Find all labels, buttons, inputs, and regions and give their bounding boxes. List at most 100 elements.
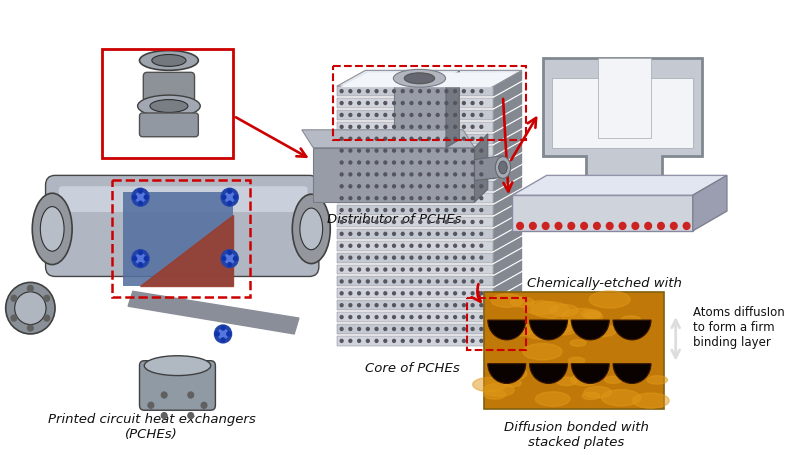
Circle shape <box>357 233 361 236</box>
Circle shape <box>454 221 457 224</box>
Polygon shape <box>494 131 522 156</box>
Circle shape <box>419 126 422 129</box>
FancyBboxPatch shape <box>337 241 494 251</box>
Circle shape <box>427 173 431 177</box>
Circle shape <box>462 233 466 236</box>
Polygon shape <box>494 166 522 192</box>
Circle shape <box>401 138 404 141</box>
Text: Cross-section of
distributor: Cross-section of distributor <box>573 196 679 224</box>
Circle shape <box>445 233 448 236</box>
Circle shape <box>454 316 457 319</box>
Ellipse shape <box>550 305 578 317</box>
Circle shape <box>366 126 369 129</box>
Circle shape <box>419 209 422 212</box>
Circle shape <box>480 114 482 117</box>
Circle shape <box>221 338 225 342</box>
Circle shape <box>436 268 439 272</box>
Circle shape <box>454 185 457 188</box>
Ellipse shape <box>568 358 585 364</box>
Circle shape <box>454 268 457 272</box>
Ellipse shape <box>505 324 535 336</box>
Circle shape <box>401 91 404 93</box>
Circle shape <box>471 197 474 200</box>
Circle shape <box>436 328 439 331</box>
Ellipse shape <box>633 393 669 409</box>
Circle shape <box>427 268 431 272</box>
Circle shape <box>410 102 413 105</box>
Polygon shape <box>140 216 232 287</box>
Circle shape <box>340 173 343 177</box>
Circle shape <box>471 233 474 236</box>
Circle shape <box>201 402 207 408</box>
Circle shape <box>392 114 396 117</box>
Circle shape <box>445 185 448 188</box>
Circle shape <box>340 339 343 343</box>
Circle shape <box>132 250 149 268</box>
Circle shape <box>419 316 422 319</box>
Ellipse shape <box>562 309 603 326</box>
Circle shape <box>683 223 690 230</box>
Circle shape <box>419 114 422 117</box>
Circle shape <box>357 316 361 319</box>
Circle shape <box>445 162 448 165</box>
Circle shape <box>349 126 352 129</box>
Circle shape <box>357 102 361 105</box>
FancyBboxPatch shape <box>484 293 665 410</box>
FancyBboxPatch shape <box>139 114 198 137</box>
Circle shape <box>480 162 482 165</box>
Circle shape <box>427 209 431 212</box>
Circle shape <box>357 339 361 343</box>
Ellipse shape <box>547 322 578 335</box>
Circle shape <box>445 126 448 129</box>
Circle shape <box>445 150 448 153</box>
Circle shape <box>384 304 387 307</box>
Circle shape <box>410 185 413 188</box>
Circle shape <box>221 189 238 207</box>
Circle shape <box>462 339 466 343</box>
Circle shape <box>419 257 422 259</box>
Text: Chemically-etched with
micro-channels: Chemically-etched with micro-channels <box>527 277 682 305</box>
Circle shape <box>375 339 378 343</box>
Circle shape <box>454 173 457 177</box>
Circle shape <box>445 257 448 259</box>
Circle shape <box>454 257 457 259</box>
Circle shape <box>349 328 352 331</box>
Circle shape <box>384 245 387 248</box>
Circle shape <box>401 257 404 259</box>
Polygon shape <box>494 238 522 263</box>
Circle shape <box>357 185 361 188</box>
Circle shape <box>28 286 33 292</box>
Circle shape <box>471 162 474 165</box>
Circle shape <box>427 91 431 93</box>
Ellipse shape <box>138 96 201 118</box>
Circle shape <box>132 189 149 207</box>
Circle shape <box>419 162 422 165</box>
Circle shape <box>480 280 482 283</box>
Circle shape <box>427 233 431 236</box>
Text: Printed circuit heat exchangers
(PCHEs): Printed circuit heat exchangers (PCHEs) <box>48 412 256 440</box>
Circle shape <box>366 114 369 117</box>
Circle shape <box>375 102 378 105</box>
Circle shape <box>384 197 387 200</box>
Circle shape <box>340 102 343 105</box>
Circle shape <box>375 304 378 307</box>
Ellipse shape <box>571 374 599 386</box>
Circle shape <box>436 221 439 224</box>
Circle shape <box>349 221 352 224</box>
Circle shape <box>462 316 466 319</box>
Circle shape <box>349 173 352 177</box>
Circle shape <box>445 221 448 224</box>
Circle shape <box>454 197 457 200</box>
Circle shape <box>401 102 404 105</box>
Polygon shape <box>494 261 522 287</box>
Circle shape <box>233 257 237 261</box>
Circle shape <box>454 102 457 105</box>
Circle shape <box>419 280 422 283</box>
Circle shape <box>392 316 396 319</box>
Circle shape <box>349 304 352 307</box>
Circle shape <box>462 126 466 129</box>
Circle shape <box>349 280 352 283</box>
FancyBboxPatch shape <box>337 301 494 310</box>
Circle shape <box>375 197 378 200</box>
Circle shape <box>436 316 439 319</box>
